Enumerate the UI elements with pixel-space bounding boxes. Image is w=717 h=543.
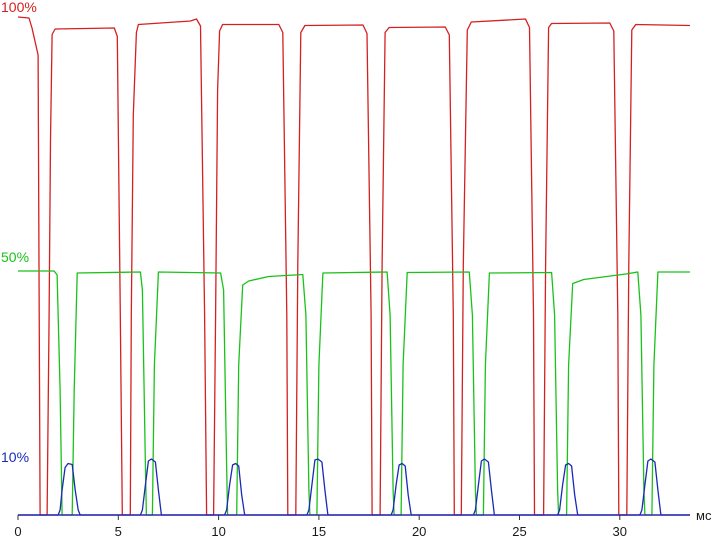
- x-tick-label: 25: [512, 524, 526, 539]
- level-label-100: 100%: [1, 0, 37, 15]
- x-tick-label: 15: [312, 524, 326, 539]
- x-tick-label: 0: [14, 524, 21, 539]
- series-line-10: [18, 458, 690, 516]
- level-label-50: 50%: [1, 249, 29, 265]
- level-labels: 100% 50% 10%: [1, 0, 37, 465]
- x-tick-label: 10: [211, 524, 225, 539]
- series-line-100: [17, 16, 691, 516]
- x-tick-label: 30: [613, 524, 627, 539]
- series-layer: [17, 16, 691, 516]
- level-label-10: 10%: [1, 449, 29, 465]
- x-tick-label: 20: [412, 524, 426, 539]
- x-tick-label: 5: [115, 524, 122, 539]
- x-axis-unit-label: мс: [696, 508, 712, 523]
- series-line-50: [18, 270, 690, 516]
- x-ticks: 0 5 10 15 20 25 30: [14, 515, 627, 539]
